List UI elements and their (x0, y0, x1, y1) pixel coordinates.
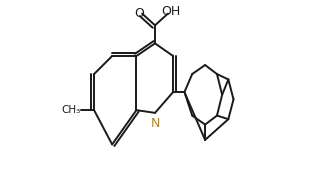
Text: OH: OH (162, 5, 181, 18)
Text: O: O (134, 7, 144, 20)
Text: N: N (150, 117, 160, 130)
Text: CH₃: CH₃ (61, 105, 80, 115)
